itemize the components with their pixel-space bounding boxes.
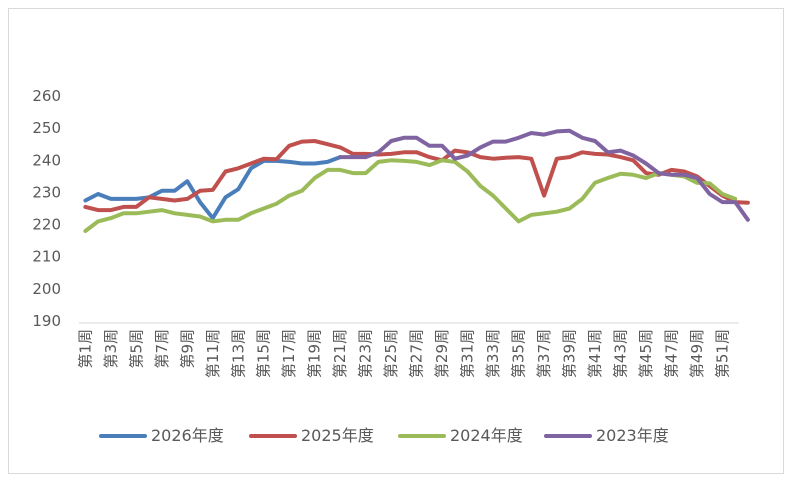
legend: 2026年度 2025年度 2024年度 2023年度 [99,426,669,445]
x-tick-label: 第37周 [535,329,553,378]
x-tick-label: 第25周 [382,329,400,378]
x-tick-label: 第23周 [357,329,375,378]
x-tick-label: 第7周 [153,329,171,369]
legend-label-3: 2023年度 [596,426,669,445]
series-line-2 [83,158,738,233]
x-tick-label: 第47周 [662,329,680,378]
x-tick-label: 第45周 [637,329,655,378]
legend-label-2: 2024年度 [450,426,523,445]
y-tick-label: 250 [32,119,61,137]
line-chart: 190 200 210 220 230 240 250 260 第1周 第3周 第5周 第7周 第9周… [32,87,750,445]
x-tick-label: 第41周 [586,329,604,378]
x-tick-label: 第9周 [178,329,196,369]
x-tick-label: 第51周 [713,329,731,378]
y-tick-label: 190 [32,312,61,330]
x-tick-label: 第3周 [102,329,120,369]
x-axis-ticks: 第1周 第3周 第5周 第7周 第9周 第11周 第13周 第15周 第17周 第19周 第21周第… [76,329,731,378]
x-tick-label: 第29周 [433,329,451,378]
y-axis-ticks: 190 200 210 220 230 240 250 260 [32,87,61,330]
x-tick-label: 第33周 [484,329,502,378]
x-tick-label: 第5周 [127,329,145,369]
y-tick-label: 210 [32,248,61,266]
legend-label-1: 2025年度 [301,426,374,445]
x-tick-label: 第35周 [510,329,528,378]
x-tick-label: 第13周 [229,329,247,378]
x-tick-label: 第1周 [76,329,94,369]
series-line-1 [83,139,750,213]
x-tick-label: 第15周 [255,329,273,378]
x-tick-label: 第17周 [280,329,298,378]
x-tick-label: 第49周 [688,329,706,378]
y-tick-label: 220 [32,216,61,234]
y-tick-label: 240 [32,151,61,169]
series-lines [83,128,750,233]
x-tick-label: 第39周 [561,329,579,378]
x-tick-label: 第11周 [204,329,222,378]
x-tick-label: 第27周 [408,329,426,378]
y-tick-label: 230 [32,183,61,201]
y-tick-label: 260 [32,87,61,105]
legend-label-0: 2026年度 [151,426,224,445]
y-tick-label: 200 [32,280,61,298]
x-tick-label: 第31周 [459,329,477,378]
x-tick-label: 第43周 [612,329,630,378]
x-tick-label: 第19周 [306,329,324,378]
x-tick-label: 第21周 [331,329,349,378]
chart-frame: 190 200 210 220 230 240 250 260 第1周 第3周 第5周 第7周 第9周… [8,8,784,474]
series-line-0 [83,155,343,221]
series-line-3 [338,128,750,222]
